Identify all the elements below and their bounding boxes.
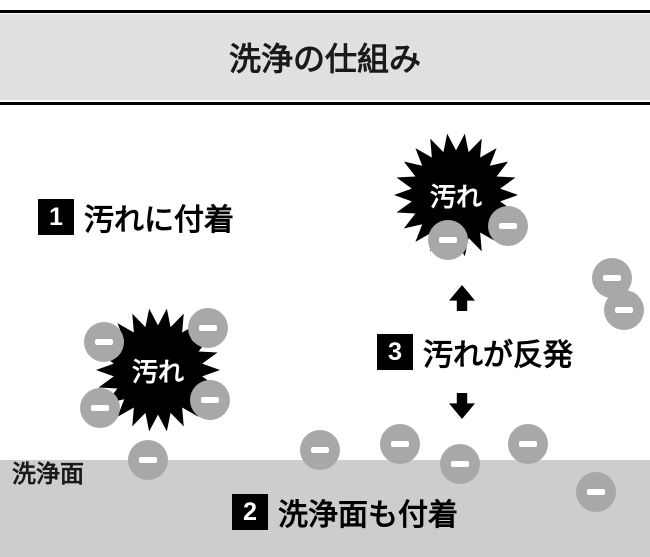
arrow-up — [449, 283, 475, 313]
ion — [80, 388, 120, 428]
ion — [84, 322, 124, 362]
minus-icon — [603, 275, 621, 281]
ion — [188, 308, 228, 348]
arrow-down-icon — [449, 391, 475, 421]
minus-icon — [451, 461, 469, 467]
ion — [128, 440, 168, 480]
ion — [380, 424, 420, 464]
ion — [488, 206, 528, 246]
ion — [440, 444, 480, 484]
minus-icon — [199, 325, 217, 331]
ion — [300, 430, 340, 470]
arrow-down — [449, 391, 475, 421]
minus-icon — [139, 457, 157, 463]
dirt-top-label: 汚れ — [430, 177, 482, 214]
minus-icon — [439, 237, 457, 243]
ions-layer — [0, 0, 650, 557]
minus-icon — [391, 441, 409, 447]
ion — [604, 290, 644, 330]
minus-icon — [91, 405, 109, 411]
minus-icon — [201, 397, 219, 403]
ion — [428, 220, 468, 260]
minus-icon — [587, 489, 605, 495]
minus-icon — [311, 447, 329, 453]
minus-icon — [615, 307, 633, 313]
dirt-left-label: 汚れ — [132, 352, 184, 389]
minus-icon — [519, 441, 537, 447]
ion — [576, 472, 616, 512]
minus-icon — [95, 339, 113, 345]
ion — [508, 424, 548, 464]
ion — [190, 380, 230, 420]
minus-icon — [499, 223, 517, 229]
arrow-up-icon — [449, 283, 475, 313]
